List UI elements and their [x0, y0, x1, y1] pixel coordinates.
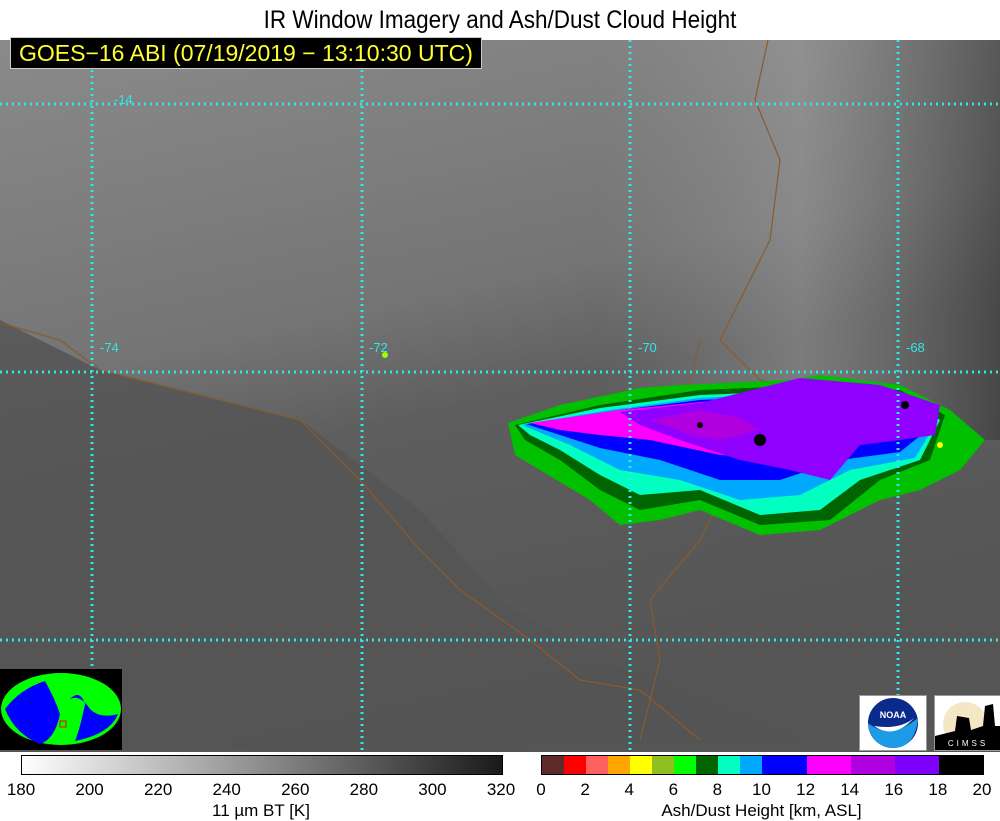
colorbar-segment — [696, 756, 719, 774]
colorbar-segment — [938, 756, 961, 774]
ash-colorbar-label: Ash/Dust Height [km, ASL] — [661, 801, 862, 820]
colorbar-tick-label: 0 — [536, 780, 546, 799]
noaa-logo: NOAA — [859, 695, 927, 751]
colorbar-tick-label: 240 — [212, 780, 241, 799]
colorbar-segment — [784, 756, 807, 774]
location-marker — [59, 720, 67, 728]
colorbar-segment — [828, 756, 851, 774]
ash-height-colorbar — [541, 755, 984, 775]
colorbar-segment — [740, 756, 763, 774]
ash-plume — [382, 352, 985, 535]
satellite-timestamp-label: GOES−16 ABI (07/19/2019 − 13:10:30 UTC) — [10, 37, 482, 69]
colorbar-segment — [916, 756, 939, 774]
colorbar-tick-label: 14 — [840, 780, 860, 799]
lon-label: -68 — [906, 340, 925, 355]
lon-label: -74 — [100, 340, 119, 355]
colorbar-segment — [850, 756, 873, 774]
colorbar-segment — [894, 756, 917, 774]
colorbar-tick-label: 320 — [486, 780, 516, 799]
colorbar-segment — [542, 756, 565, 774]
colorbar-segment — [630, 756, 653, 774]
colorbar-tick-label: 2 — [580, 780, 590, 799]
globe-locator-map — [0, 669, 122, 750]
colorbar-tick-label: 260 — [281, 780, 310, 799]
colorbar-segment — [608, 756, 631, 774]
colorbar-tick-label: 300 — [418, 780, 447, 799]
lon-label: -72 — [369, 340, 388, 355]
satellite-map: -14 -74 -72 -70 -68 — [0, 40, 1000, 752]
imagery-layer — [0, 40, 1000, 752]
colorbar-tick-label: 4 — [624, 780, 634, 799]
lat-lon-grid — [0, 40, 1000, 752]
colorbar-segment — [762, 756, 785, 774]
colorbar-tick-label: 10 — [752, 780, 771, 799]
colorbar-segment — [806, 756, 829, 774]
svg-text:NOAA: NOAA — [880, 710, 907, 720]
ocean-area — [0, 320, 800, 752]
colorbar-segment — [872, 756, 895, 774]
colorbar-tick-label: 6 — [668, 780, 679, 799]
colorbar-tick-label: 220 — [143, 780, 173, 799]
colorbar-segment — [718, 756, 741, 774]
colorbar-segment — [674, 756, 697, 774]
colorbar-tick-label: 280 — [349, 780, 379, 799]
colorbar-segment — [586, 756, 609, 774]
cimss-logo: CIMSS — [934, 695, 1000, 751]
bt-colorbar-label: 11 µm BT [K] — [212, 801, 310, 820]
colorbar-tick-label: 200 — [75, 780, 104, 799]
colorbar-tick-label: 16 — [884, 780, 904, 799]
lat-label: -14 — [114, 92, 133, 107]
colorbar-tick-label: 8 — [712, 780, 723, 799]
lon-label: -70 — [638, 340, 657, 355]
bt-colorbar — [21, 755, 503, 775]
colorbar-segment — [652, 756, 675, 774]
colorbar-tick-label: 12 — [796, 780, 816, 799]
colorbar-tick-label: 180 — [6, 780, 36, 799]
colorbar-segment — [564, 756, 587, 774]
colorbar-tick-label: 20 — [972, 780, 992, 799]
colorbar-segment — [960, 756, 983, 774]
page-title: IR Window Imagery and Ash/Dust Cloud Hei… — [263, 6, 737, 34]
svg-text:CIMSS: CIMSS — [948, 739, 988, 748]
colorbar-tick-label: 18 — [928, 780, 948, 799]
